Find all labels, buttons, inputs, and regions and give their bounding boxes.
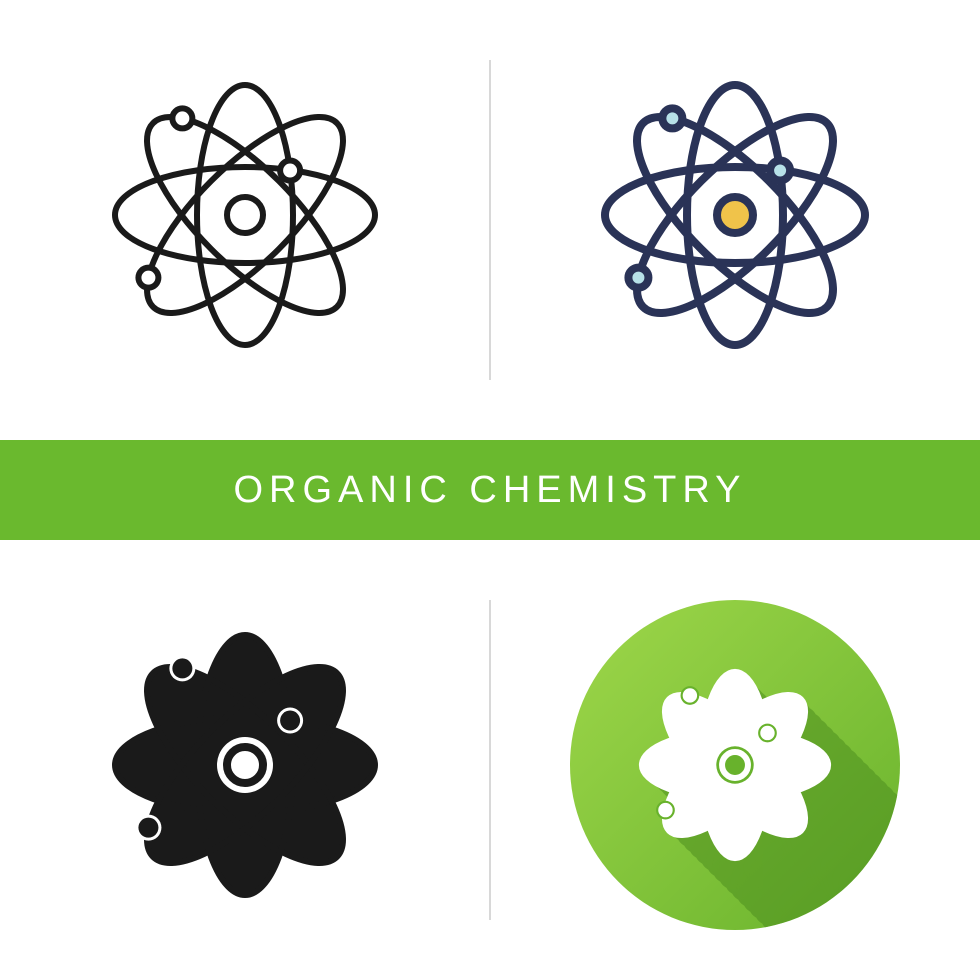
- atom-flat-badge-icon: [490, 550, 980, 980]
- atom-color-outline-icon: [490, 0, 980, 430]
- atom-outline-icon: [0, 0, 490, 430]
- title-text: ORGANIC CHEMISTRY: [233, 469, 746, 512]
- title-band: ORGANIC CHEMISTRY: [0, 440, 980, 540]
- atom-glyph-icon: [0, 550, 490, 980]
